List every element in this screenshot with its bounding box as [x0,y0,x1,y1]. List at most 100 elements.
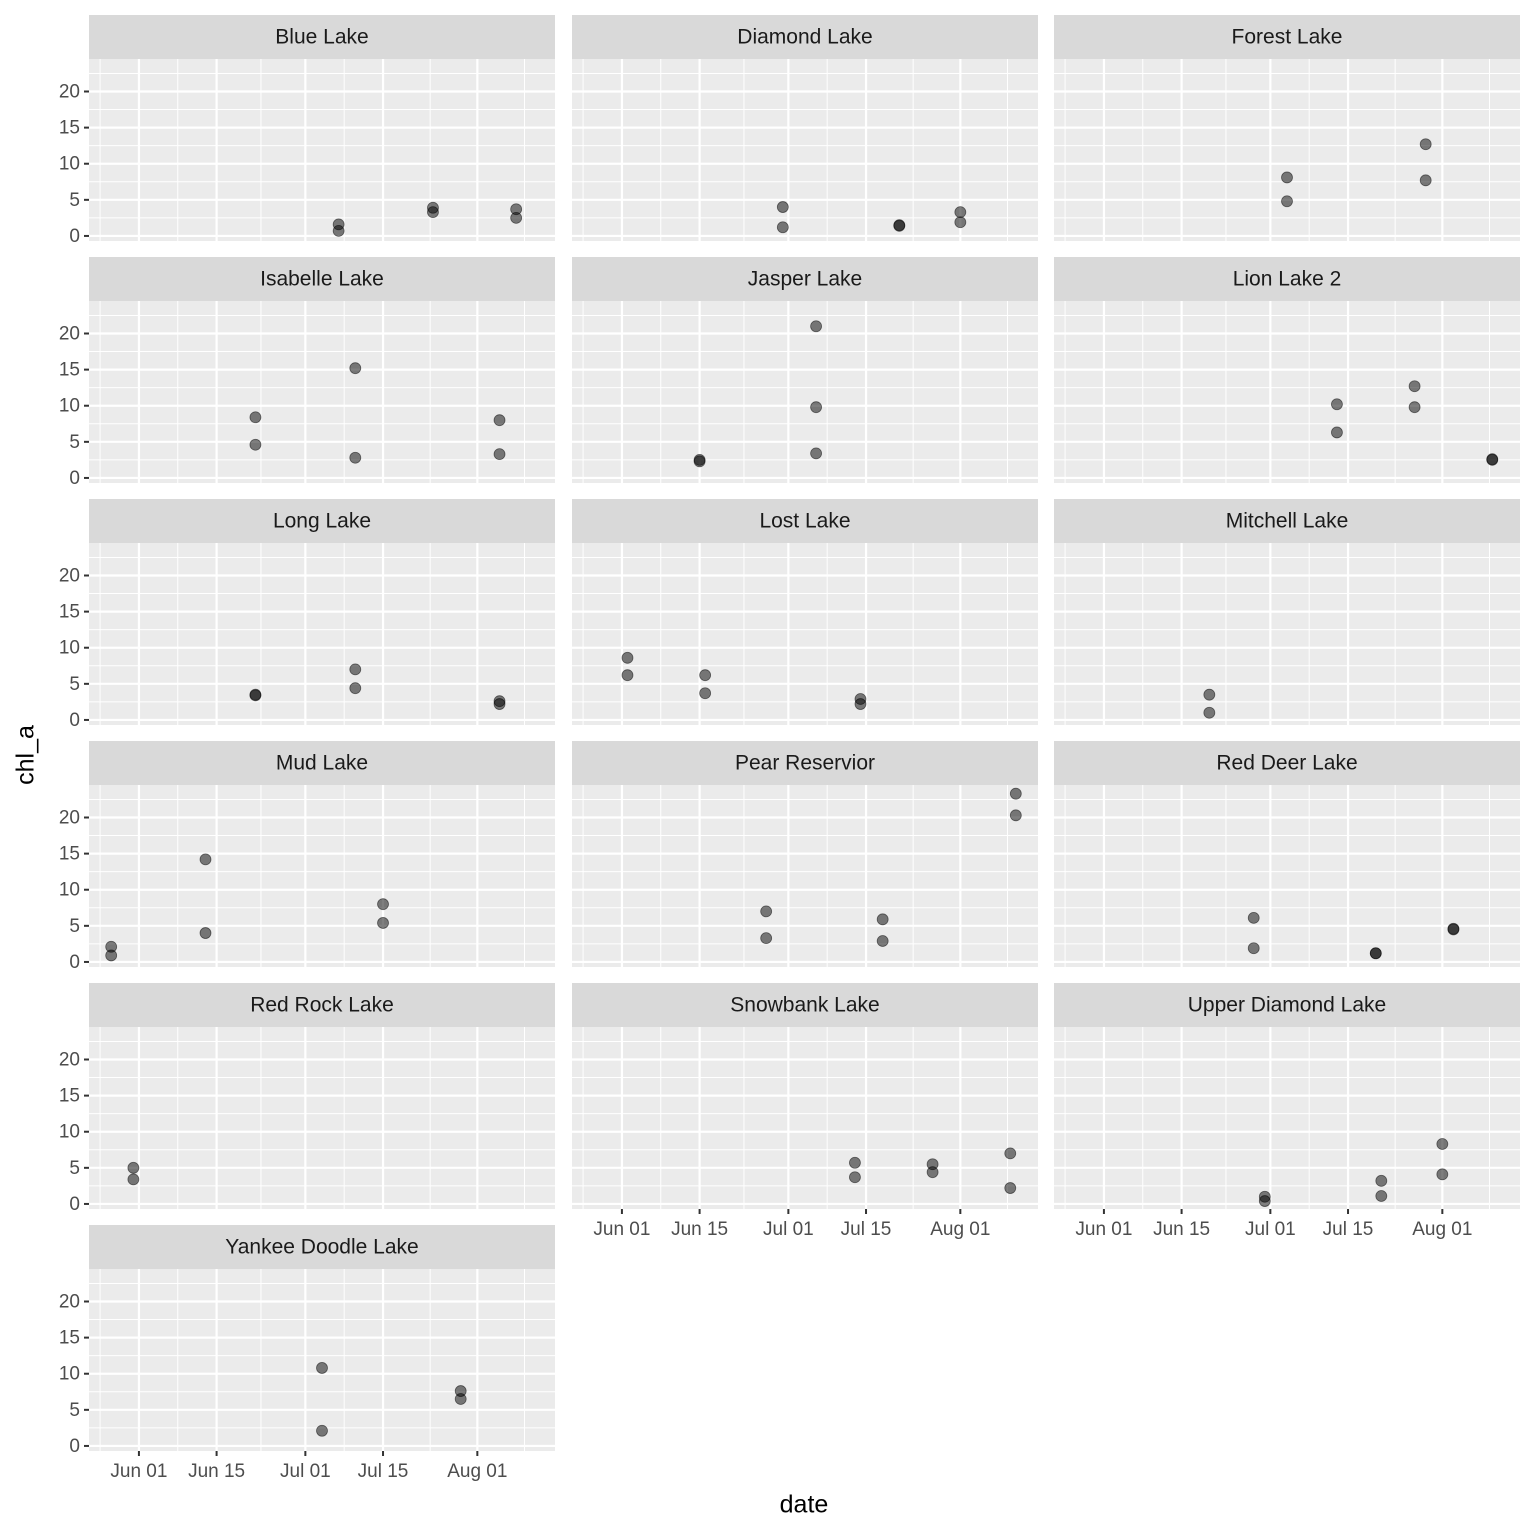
strip [572,741,1038,785]
point [876,935,889,947]
point [1247,942,1260,955]
point [621,669,634,682]
point [1203,688,1216,701]
panel-background [89,59,555,241]
point [493,414,506,427]
y-tick-label: 20 [59,82,80,103]
strip [572,257,1038,301]
strip-title: Long Lake [273,510,371,533]
y-tick-label: 5 [69,432,80,453]
strip [1054,499,1520,543]
panel-background [89,301,555,483]
point [249,438,262,451]
strip-title: Lost Lake [759,510,850,533]
point [1419,174,1432,187]
strip [89,983,555,1027]
y-tick-label: 15 [59,844,80,865]
y-tick-label: 10 [59,638,80,659]
point [693,455,706,468]
strip [1054,983,1520,1027]
y-tick-label: 0 [69,710,80,731]
strip [572,15,1038,59]
strip-title: Mud Lake [276,752,368,775]
y-tick-label: 0 [69,468,80,489]
x-tick-label: Jun 15 [1153,1219,1210,1240]
point [199,927,212,939]
point [1331,426,1343,439]
strip [1054,741,1520,785]
point [1009,787,1022,800]
panel-background [89,1027,555,1209]
point [1331,398,1343,411]
point [849,1171,861,1184]
x-tick-label: Jul 15 [1323,1219,1374,1240]
y-tick-label: 15 [59,118,80,139]
point [621,651,634,664]
strip [572,983,1038,1027]
y-tick-label: 5 [69,916,80,937]
panel-background [572,785,1038,967]
x-tick-label: Jul 01 [763,1219,814,1240]
strip-title: Lion Lake 2 [1233,268,1342,291]
y-tick-label: 5 [69,1158,80,1179]
point [1419,138,1432,151]
strip [89,1225,555,1269]
panel-background [572,59,1038,241]
point [454,1393,467,1405]
strip [1054,15,1520,59]
point [1447,923,1460,936]
y-tick-label: 20 [59,324,80,345]
point [760,932,773,945]
point [1004,1147,1017,1160]
point [1408,401,1421,414]
strip-title: Pear Reservior [735,752,875,775]
point [1436,1138,1449,1150]
x-tick-label: Jul 15 [841,1219,892,1240]
x-tick-label: Jul 15 [358,1461,409,1482]
point [926,1166,939,1179]
point [127,1161,140,1174]
panel-background [1054,1027,1520,1209]
panel-background [1054,785,1520,967]
point [377,898,389,911]
point [1009,809,1022,822]
strip-title: Snowbank Lake [730,994,879,1017]
point [776,201,789,213]
point [1281,195,1293,208]
point [1436,1168,1449,1181]
x-tick-label: Jun 01 [110,1461,167,1482]
y-tick-label: 10 [59,154,80,175]
point [810,401,822,414]
point [1247,911,1260,924]
point [332,224,345,237]
point [1486,453,1499,466]
point [893,219,906,232]
point [849,1156,861,1169]
panel-background [89,1269,555,1451]
y-axis-title: chl_a [12,725,40,785]
strip-title: Mitchell Lake [1226,510,1349,533]
y-tick-label: 15 [59,1086,80,1107]
strip-title: Blue Lake [275,26,368,49]
x-tick-label: Jun 01 [593,1219,650,1240]
point [1203,706,1216,719]
point [810,447,822,460]
y-tick-label: 20 [59,566,80,587]
x-tick-label: Aug 01 [930,1219,990,1240]
panel-background [572,301,1038,483]
point [349,362,362,375]
point [776,221,789,234]
point [760,905,773,918]
point [427,206,439,219]
x-tick-label: Aug 01 [1412,1219,1472,1240]
point [954,206,967,219]
point [1369,947,1382,960]
point [249,411,262,424]
y-tick-label: 0 [69,952,80,973]
point [199,853,212,866]
panel-background [572,543,1038,725]
y-tick-label: 15 [59,360,80,381]
point [349,663,362,676]
